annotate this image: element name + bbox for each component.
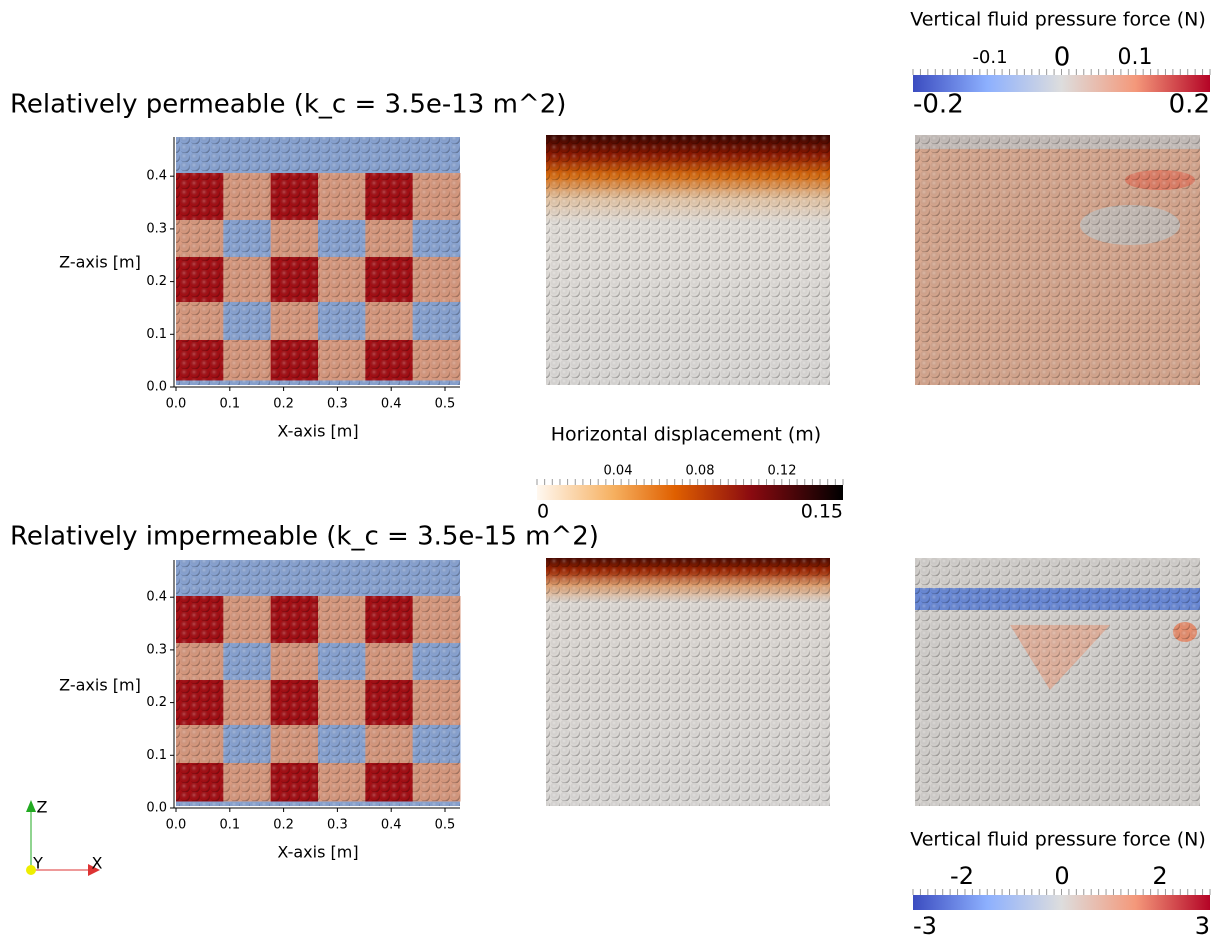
particles: [176, 560, 460, 806]
y-tick-label: 0.0: [146, 380, 167, 395]
x-tick-label: 0.1: [219, 818, 240, 833]
colorbar: [913, 75, 1210, 92]
colorbar-end-label: 3: [1195, 912, 1210, 938]
x-tick-label: 0.4: [381, 397, 402, 412]
colorbar-label: 2: [1152, 862, 1167, 890]
axis-label: X: [92, 854, 103, 873]
row-title: Relatively permeable (k_c = 3.5e-13 m^2): [10, 90, 566, 120]
x-axis-label: X-axis [m]: [277, 843, 358, 862]
colorbar-end-label: -3: [913, 912, 937, 938]
particles: [176, 137, 460, 385]
x-tick-label: 0.0: [166, 818, 187, 833]
axis-z-head: [26, 800, 36, 812]
y-tick-label: 0.2: [146, 274, 167, 289]
axis-label: Z: [37, 798, 48, 817]
colorbar-label: 0: [1054, 862, 1069, 890]
x-axis-label: X-axis [m]: [277, 422, 358, 441]
particles: [915, 558, 1200, 806]
colorbar: [913, 895, 1210, 910]
y-tick-label: 0.3: [146, 221, 167, 236]
colorbar-title: Vertical fluid pressure force (N): [910, 829, 1206, 851]
x-tick-label: 0.5: [435, 397, 456, 412]
x-tick-label: 0.3: [327, 397, 348, 412]
colorbar-label: -2: [950, 862, 974, 890]
row-title: Relatively impermeable (k_c = 3.5e-15 m^…: [10, 522, 599, 552]
content: Relatively permeable (k_c = 3.5e-13 m^2)…: [10, 9, 1211, 938]
colorbar-label: 0.12: [768, 464, 797, 479]
colorbar-label: 0: [1054, 43, 1071, 73]
colorbar-end-label: 0.15: [801, 501, 843, 523]
colorbar-label: 0.08: [686, 464, 715, 479]
axis-x-head: [88, 864, 100, 876]
y-tick-label: 0.0: [146, 801, 167, 816]
axis-y: [26, 865, 36, 875]
y-tick-label: 0.2: [146, 695, 167, 710]
y-tick-label: 0.1: [146, 327, 167, 342]
colorbar-title: Horizontal displacement (m): [551, 424, 821, 446]
axis-label: Y: [32, 854, 43, 873]
y-tick-label: 0.4: [146, 169, 167, 184]
x-tick-label: 0.2: [273, 397, 294, 412]
colorbar-label: 0.04: [604, 464, 633, 479]
x-tick-label: 0.4: [381, 818, 402, 833]
particles: [546, 558, 830, 806]
particles: [546, 135, 830, 385]
colorbar-end-label: 0: [537, 501, 549, 523]
colorbar-title: Vertical fluid pressure force (N): [910, 9, 1206, 31]
y-tick-label: 0.1: [146, 748, 167, 763]
x-tick-label: 0.2: [273, 818, 294, 833]
x-tick-label: 0.5: [435, 818, 456, 833]
y-tick-label: 0.4: [146, 590, 167, 605]
x-tick-label: 0.3: [327, 818, 348, 833]
y-axis-label: Z-axis [m]: [59, 676, 141, 695]
x-tick-label: 0.1: [219, 397, 240, 412]
y-axis-label: Z-axis [m]: [59, 253, 141, 272]
particles: [915, 135, 1200, 385]
y-tick-label: 0.3: [146, 642, 167, 657]
colorbar: [537, 485, 843, 500]
colorbar-end-label: -0.2: [913, 90, 964, 120]
colorbar-label: -0.1: [972, 47, 1007, 68]
colorbar-end-label: 0.2: [1169, 90, 1210, 120]
x-tick-label: 0.0: [166, 397, 187, 412]
colorbar-label: 0.1: [1118, 45, 1153, 70]
